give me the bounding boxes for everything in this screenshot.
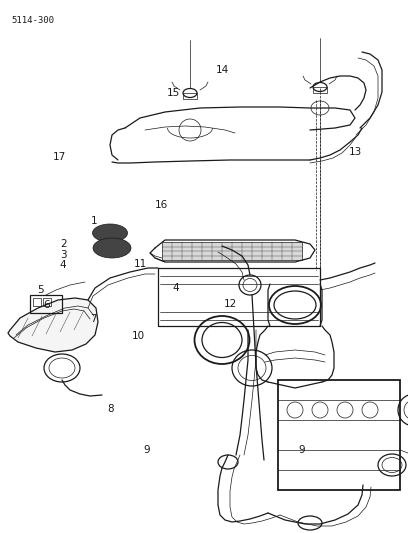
Text: 11: 11 [134, 259, 147, 269]
Bar [33, 298, 41, 306]
Text: 13: 13 [348, 147, 361, 157]
Text: 1: 1 [91, 216, 97, 226]
Text: 9: 9 [144, 446, 150, 455]
Text: 16: 16 [155, 200, 168, 210]
Text: 9: 9 [299, 446, 305, 455]
Bar [43, 298, 51, 306]
Bar [313, 87, 327, 93]
Text: 4: 4 [60, 261, 67, 270]
Text: 15: 15 [167, 88, 180, 98]
Ellipse shape [93, 238, 131, 258]
Text: 12: 12 [224, 299, 237, 309]
Bar [183, 93, 197, 99]
Ellipse shape [93, 224, 127, 242]
Bar [278, 380, 400, 490]
Text: 5114-300: 5114-300 [11, 16, 54, 25]
Text: 14: 14 [216, 66, 229, 75]
Text: 17: 17 [53, 152, 66, 162]
Text: 6: 6 [43, 300, 49, 310]
Text: 3: 3 [60, 250, 67, 260]
Bar [30, 295, 62, 313]
Text: 5: 5 [38, 286, 44, 295]
Text: 4: 4 [172, 283, 179, 293]
Text: 7: 7 [91, 314, 97, 324]
Text: 8: 8 [107, 405, 113, 414]
Text: 10: 10 [132, 331, 145, 341]
Polygon shape [8, 298, 98, 352]
Bar [162, 242, 302, 260]
Text: 2: 2 [60, 239, 67, 248]
